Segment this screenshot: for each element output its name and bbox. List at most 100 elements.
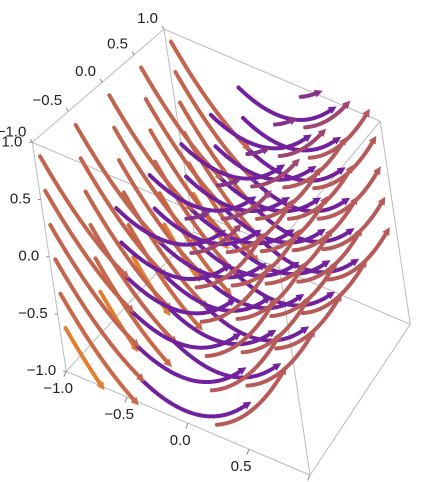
arrowhead [281, 196, 290, 205]
arrowhead [307, 165, 317, 174]
streamline [38, 154, 126, 276]
streamline [225, 203, 292, 255]
arrowhead [300, 326, 310, 335]
arrowhead [332, 136, 342, 145]
tick-label: −0.5 [32, 92, 62, 109]
streamline [245, 146, 341, 183]
arrowhead [252, 229, 262, 238]
streamline [241, 115, 337, 153]
tick-label: 0.0 [18, 248, 39, 265]
arrowhead [302, 295, 311, 305]
arrowhead [242, 401, 252, 410]
streamline [139, 65, 220, 177]
arrowhead [350, 196, 358, 206]
streamline [214, 371, 285, 427]
arrowhead [341, 100, 351, 110]
streamline [78, 156, 164, 274]
streamline [112, 125, 195, 240]
streamline [73, 122, 159, 241]
streamlines [38, 39, 390, 427]
streamline [119, 240, 227, 282]
box-edge [193, 231, 411, 325]
arrowhead [257, 262, 267, 271]
arrowhead [345, 164, 353, 174]
arrowhead [297, 262, 306, 272]
arrowhead [285, 199, 294, 208]
arrowhead [194, 322, 203, 331]
tick-label: −1.0 [27, 362, 57, 379]
arrowhead [350, 258, 360, 267]
streamline [83, 189, 169, 308]
arrowhead [276, 164, 286, 173]
arrowhead [130, 396, 139, 406]
arrowhead [329, 260, 338, 270]
arrowhead [313, 167, 321, 176]
arrowhead [334, 293, 342, 302]
arrowhead [285, 229, 295, 237]
arrowhead [312, 197, 322, 205]
tick-mark [161, 25, 165, 30]
arrowhead [324, 228, 333, 238]
tick-label: 0.5 [10, 191, 31, 208]
tick-mark [124, 397, 128, 403]
arrowhead [307, 328, 316, 338]
arrowhead [338, 136, 347, 146]
streamline [188, 206, 291, 246]
arrowhead [290, 261, 300, 270]
streamline [116, 158, 200, 273]
streamline [298, 91, 318, 99]
streamline [126, 222, 200, 327]
arrowhead [201, 211, 211, 219]
streamline [303, 104, 347, 130]
arrowhead [359, 259, 367, 269]
box-edge [309, 324, 411, 476]
arrowhead [227, 298, 237, 307]
tick-mark [246, 448, 250, 455]
arrowhead [267, 329, 277, 338]
streamline [43, 188, 131, 310]
streamline [199, 268, 270, 324]
arrowhead [313, 89, 323, 98]
arrowhead [295, 294, 305, 302]
arrowhead [291, 158, 300, 167]
arrowhead [278, 366, 287, 376]
arrowhead [272, 363, 282, 371]
arrowhead [247, 196, 257, 204]
arrowhead [233, 223, 242, 233]
arrowhead [292, 228, 301, 238]
tick-label: −0.5 [18, 305, 48, 322]
arrowhead [262, 296, 272, 305]
arrowhead [96, 381, 105, 391]
streamline [147, 173, 252, 213]
tick-label: 0.5 [231, 458, 252, 475]
arrowhead [232, 332, 242, 341]
streamline [220, 193, 269, 221]
box-edge [379, 121, 411, 325]
arrowhead [321, 260, 331, 268]
tick-label: 1.0 [137, 10, 158, 27]
tick-mark [63, 371, 67, 377]
arrowhead [136, 373, 145, 382]
streamline [53, 257, 141, 379]
streamline [157, 239, 262, 280]
streamline [148, 128, 229, 240]
arrowhead [130, 339, 140, 348]
arrowhead [222, 264, 232, 272]
streamline [63, 326, 102, 386]
streamline [152, 206, 257, 247]
streamline [48, 223, 136, 344]
streamline [213, 144, 312, 182]
streamline [184, 213, 205, 221]
arrowhead [223, 287, 233, 297]
streamline [215, 179, 236, 188]
streamline [107, 93, 191, 208]
streamline [114, 206, 222, 247]
arrowhead [373, 166, 381, 176]
arrowhead [345, 228, 355, 236]
arrowhead [362, 108, 370, 118]
arrowhead [368, 135, 377, 145]
streamline [277, 132, 323, 158]
tick-mark [185, 422, 189, 429]
arrowhead [263, 263, 272, 273]
